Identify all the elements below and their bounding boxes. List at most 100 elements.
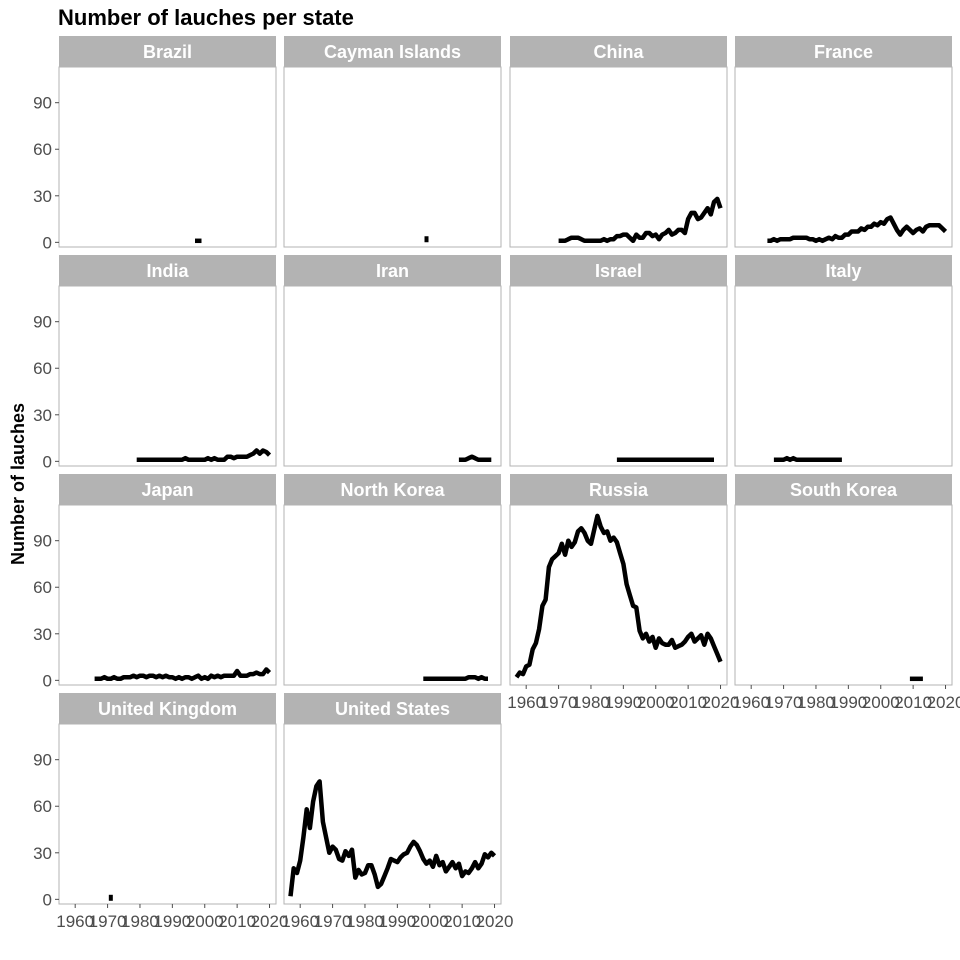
panel-border (283, 723, 502, 905)
x-tick-label: 1970 (314, 912, 352, 931)
facet-strip-label: India (146, 261, 189, 281)
series-line (767, 215, 948, 244)
facet-panel-india: India 0 30 60 90 (33, 255, 277, 471)
y-tick-label: 30 (33, 187, 52, 206)
x-tick-label: 1960 (732, 693, 770, 712)
y-tick-label: 30 (33, 406, 52, 425)
panel-border (734, 504, 953, 686)
x-tick-label: 1960 (56, 912, 94, 931)
facet-panel-iran: Iran (283, 255, 502, 467)
y-tick-label: 30 (33, 625, 52, 644)
facet-strip (510, 474, 727, 505)
facet-panel-united-states: United States 196019701980199020002010202… (281, 693, 513, 931)
facet-strip (284, 255, 501, 286)
panel-border (58, 723, 277, 905)
series-line (94, 667, 272, 682)
panel-border (734, 66, 953, 248)
data-point (108, 894, 113, 901)
x-tick-label: 1980 (572, 693, 610, 712)
y-tick-label: 90 (33, 94, 52, 113)
x-tick-label: 1960 (507, 693, 545, 712)
y-tick-label: 60 (33, 359, 52, 378)
x-tick-label: 2010 (443, 912, 481, 931)
x-tick-label: 1970 (540, 693, 578, 712)
y-tick-label: 60 (33, 797, 52, 816)
facet-strip-label: Russia (589, 480, 649, 500)
y-tick-label: 0 (43, 233, 52, 252)
facet-strip (510, 255, 727, 286)
x-tick-label: 2000 (186, 912, 224, 931)
series-line (558, 196, 723, 244)
x-tick-label: 1970 (89, 912, 127, 931)
facet-panel-japan: Japan 0 30 60 90 (33, 474, 277, 690)
x-tick-label: 2000 (411, 912, 449, 931)
x-tick-label: 1990 (153, 912, 191, 931)
y-tick-label: 0 (43, 671, 52, 690)
y-tick-label: 90 (33, 751, 52, 770)
facet-strip-label: North Korea (340, 480, 445, 500)
y-tick-label: 60 (33, 140, 52, 159)
facet-strip-label: United States (335, 699, 450, 719)
y-tick-label: 0 (43, 452, 52, 471)
facet-strip-label: Italy (825, 261, 861, 281)
facet-strip (735, 255, 952, 286)
facet-panel-united-kingdom: United Kingdom 0 30 60 90 1960197019801990200… (33, 693, 288, 931)
facet-strip-label: South Korea (790, 480, 898, 500)
x-tick-label: 1990 (378, 912, 416, 931)
x-tick-label: 1980 (346, 912, 384, 931)
series-line (458, 454, 492, 463)
y-tick-label: 90 (33, 313, 52, 332)
panel-border (509, 504, 728, 686)
x-tick-label: 2020 (476, 912, 514, 931)
panel-border (58, 504, 277, 686)
facet-panel-china: China (509, 36, 728, 248)
facet-strip-label: France (814, 42, 873, 62)
x-tick-label: 2020 (251, 912, 289, 931)
facet-panel-brazil: Brazil 0 30 60 90 (33, 36, 277, 252)
y-tick-label: 60 (33, 578, 52, 597)
series-line (514, 513, 723, 679)
facet-strip-label: Cayman Islands (324, 42, 461, 62)
x-tick-label: 1990 (829, 693, 867, 712)
facet-strip (59, 693, 276, 724)
facet-strip-label: China (593, 42, 644, 62)
x-tick-label: 2000 (637, 693, 675, 712)
facet-panels: Brazil 0 30 60 90 Cayman Islands China France In… (33, 36, 960, 931)
x-tick-label: 2020 (702, 693, 740, 712)
facet-panel-israel: Israel (509, 255, 728, 467)
facet-strip-label: Israel (595, 261, 642, 281)
facet-strip (284, 36, 501, 67)
x-tick-label: 1960 (281, 912, 319, 931)
chart-title: Number of lauches per state (58, 5, 354, 30)
facet-strip (59, 255, 276, 286)
facet-panel-cayman-islands: Cayman Islands (283, 36, 502, 248)
facet-strip (284, 474, 501, 505)
panel-border (509, 285, 728, 467)
facet-strip (59, 36, 276, 67)
x-tick-label: 1980 (797, 693, 835, 712)
y-tick-label: 90 (33, 532, 52, 551)
facet-strip-label: Iran (376, 261, 409, 281)
x-tick-label: 2010 (894, 693, 932, 712)
facet-panel-north-korea: North Korea (283, 474, 502, 686)
facet-panel-italy: Italy (734, 255, 953, 467)
x-tick-label: 2020 (927, 693, 960, 712)
y-tick-label: 0 (43, 890, 52, 909)
panel-border (283, 504, 502, 686)
x-tick-label: 2010 (218, 912, 256, 931)
series-line (423, 674, 488, 682)
x-tick-label: 1990 (604, 693, 642, 712)
panel-border (58, 285, 277, 467)
facet-strip (510, 36, 727, 67)
facet-strip-label: Japan (141, 480, 193, 500)
panel-border (734, 285, 953, 467)
data-point (424, 236, 429, 243)
x-tick-label: 2000 (862, 693, 900, 712)
panel-border (509, 66, 728, 248)
panel-border (283, 285, 502, 467)
y-tick-label: 30 (33, 844, 52, 863)
x-tick-label: 1970 (765, 693, 803, 712)
